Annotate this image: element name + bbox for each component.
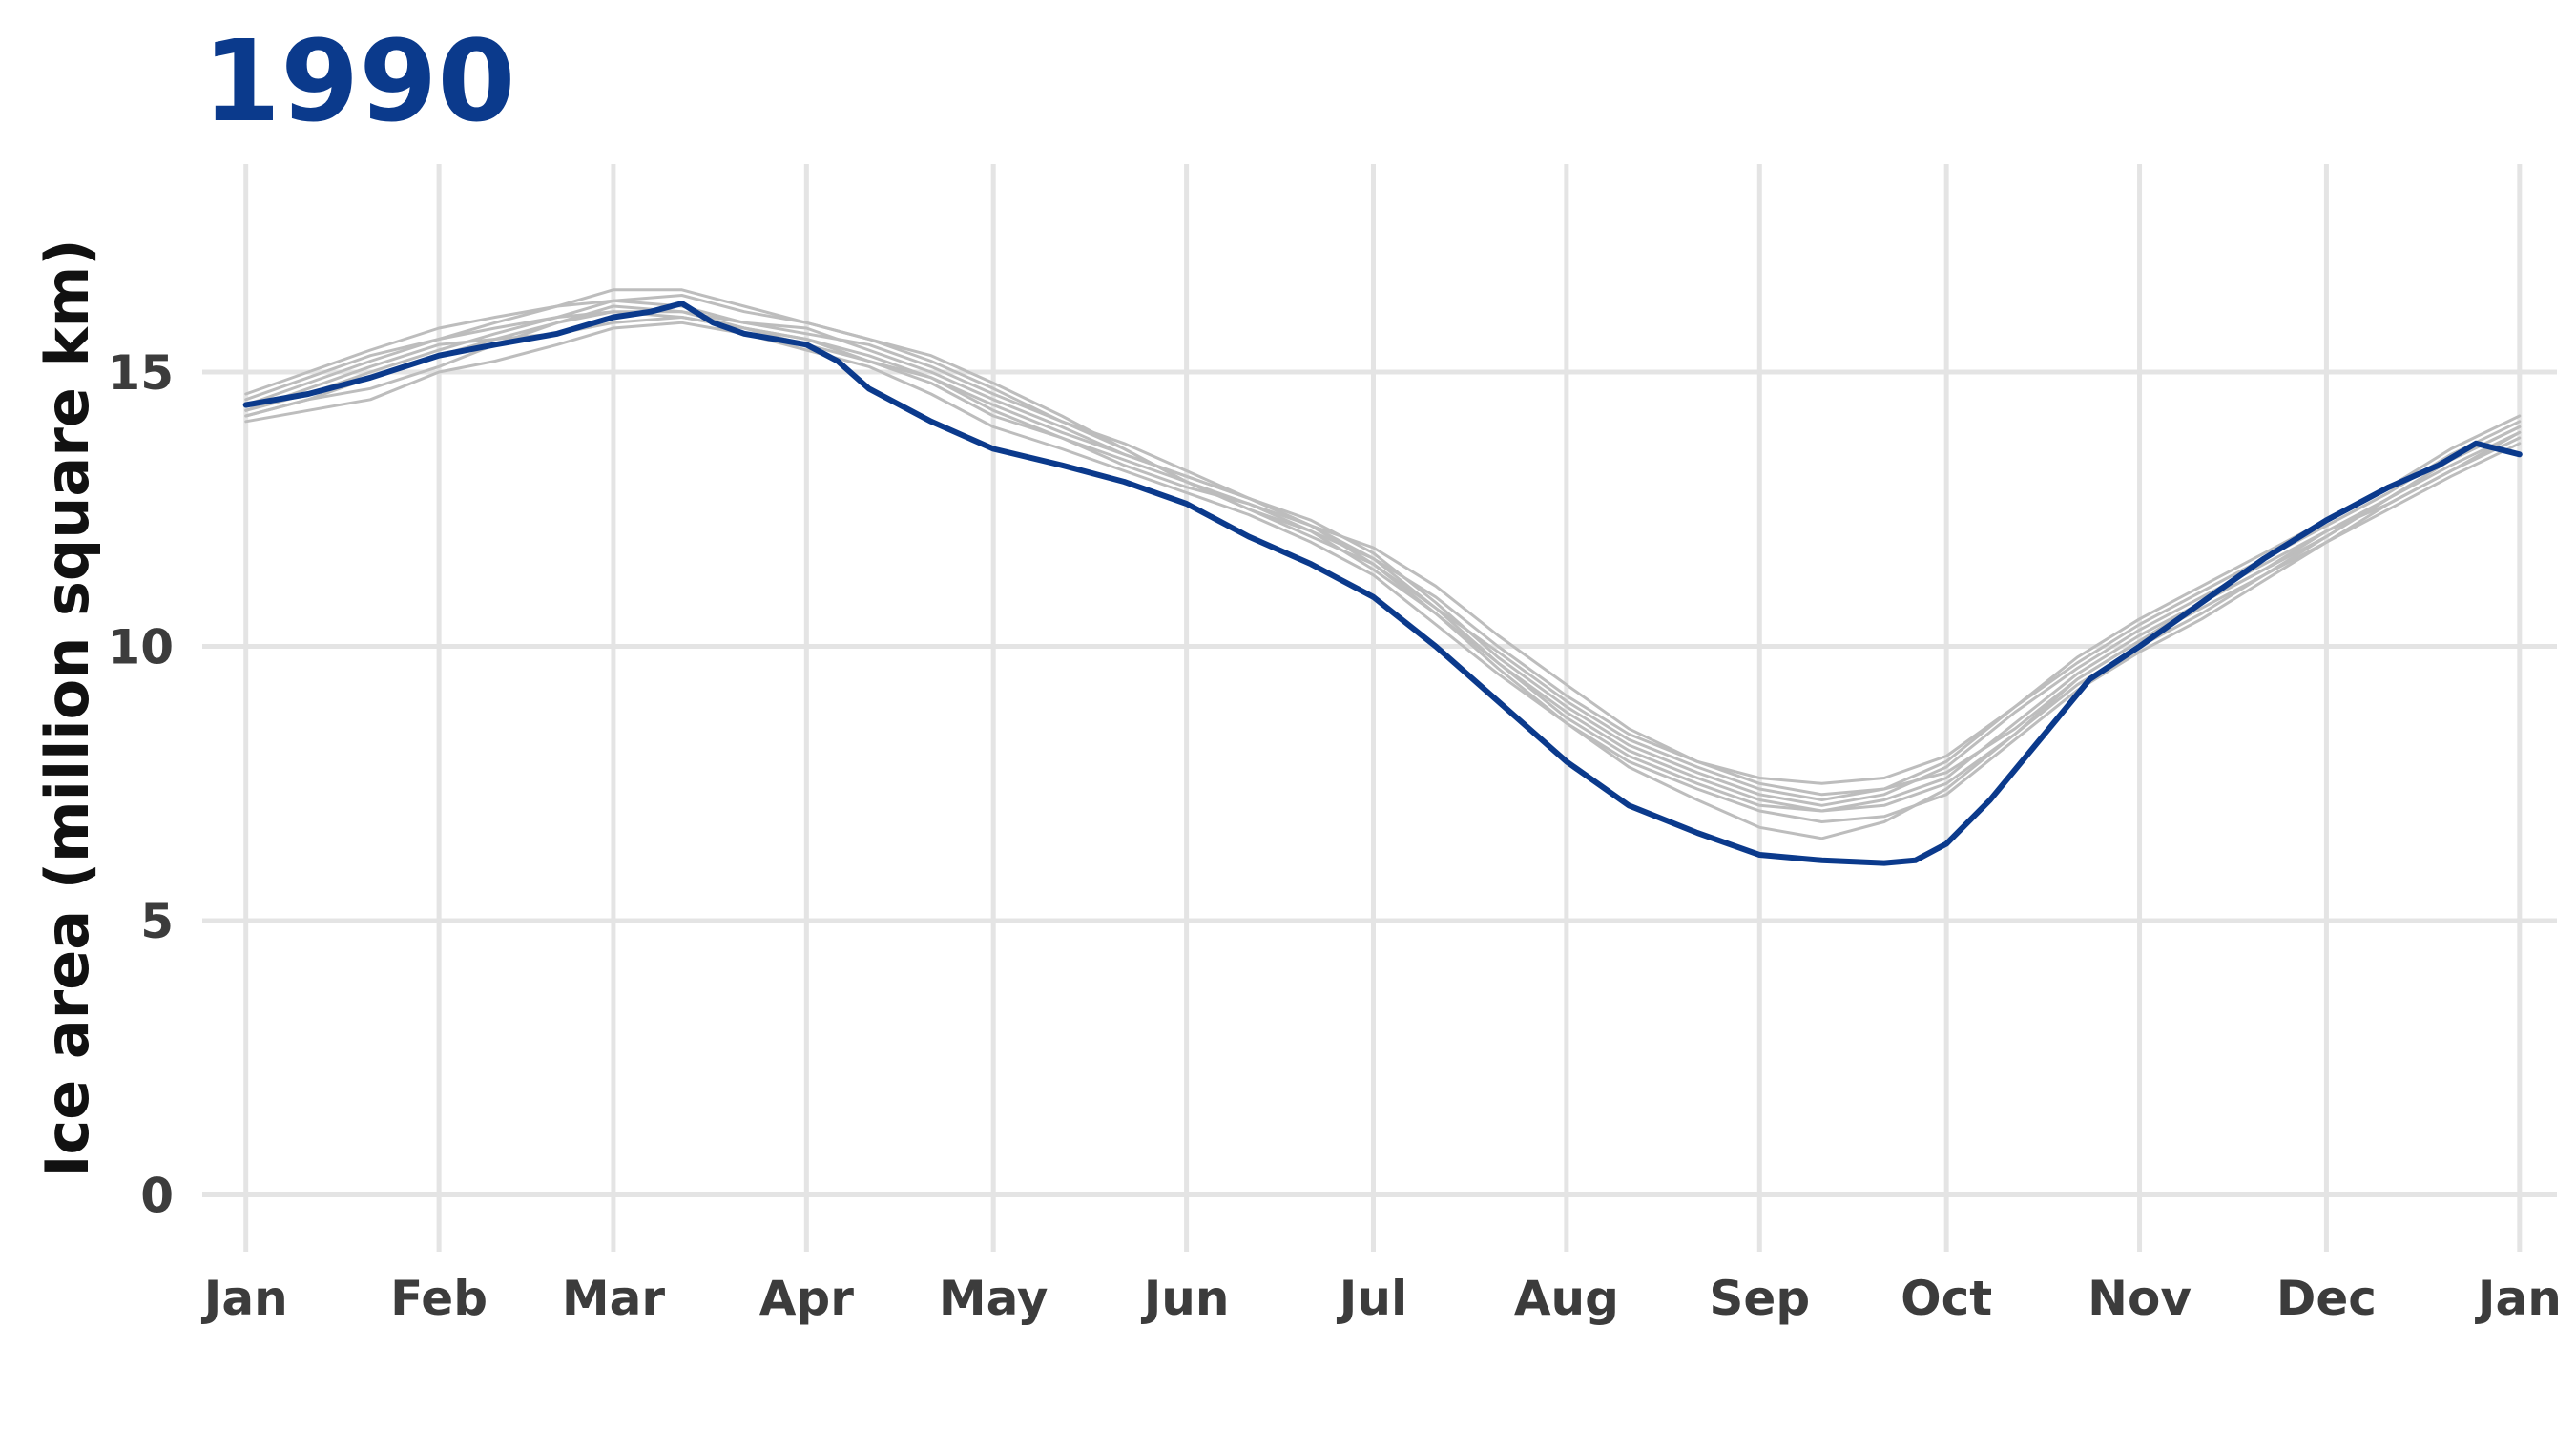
x-tick-label: Oct xyxy=(1901,1271,1992,1326)
x-tick-label: Sep xyxy=(1709,1271,1810,1326)
comparison-series-line xyxy=(244,321,2522,823)
grid-lines xyxy=(202,164,2557,1252)
x-tick-label: Jan xyxy=(2475,1271,2562,1326)
x-tick-label: Jan xyxy=(201,1271,288,1326)
tick-labels: 0 5 10 15 Jan Feb Mar Apr May Jun Jul Aug Sep Oct Nov D… xyxy=(107,345,2561,1326)
comparison-series-line xyxy=(244,310,2522,801)
x-tick-label: Apr xyxy=(759,1271,854,1326)
comparison-series-line xyxy=(244,310,2522,797)
y-tick-label: 15 xyxy=(107,345,174,401)
highlight-series-line xyxy=(242,301,2523,866)
comparison-series-line xyxy=(244,304,2522,813)
x-tick-label: Jul xyxy=(1337,1271,1407,1326)
x-tick-label: Feb xyxy=(390,1271,488,1326)
y-tick-label: 0 xyxy=(140,1169,174,1224)
y-axis-label: Ice area (million square km) xyxy=(32,238,102,1176)
chart-title: 1990 xyxy=(202,15,515,147)
x-tick-label: Aug xyxy=(1514,1271,1619,1326)
y-tick-label: 10 xyxy=(107,620,174,675)
x-tick-label: Jun xyxy=(1141,1271,1230,1326)
y-tick-label: 5 xyxy=(140,894,174,949)
x-tick-label: Mar xyxy=(562,1271,665,1326)
x-tick-label: Nov xyxy=(2088,1271,2192,1326)
comparison-series-line xyxy=(244,288,2522,785)
series-lines xyxy=(242,288,2523,866)
x-tick-label: Dec xyxy=(2276,1271,2377,1326)
x-tick-label: May xyxy=(939,1271,1049,1326)
